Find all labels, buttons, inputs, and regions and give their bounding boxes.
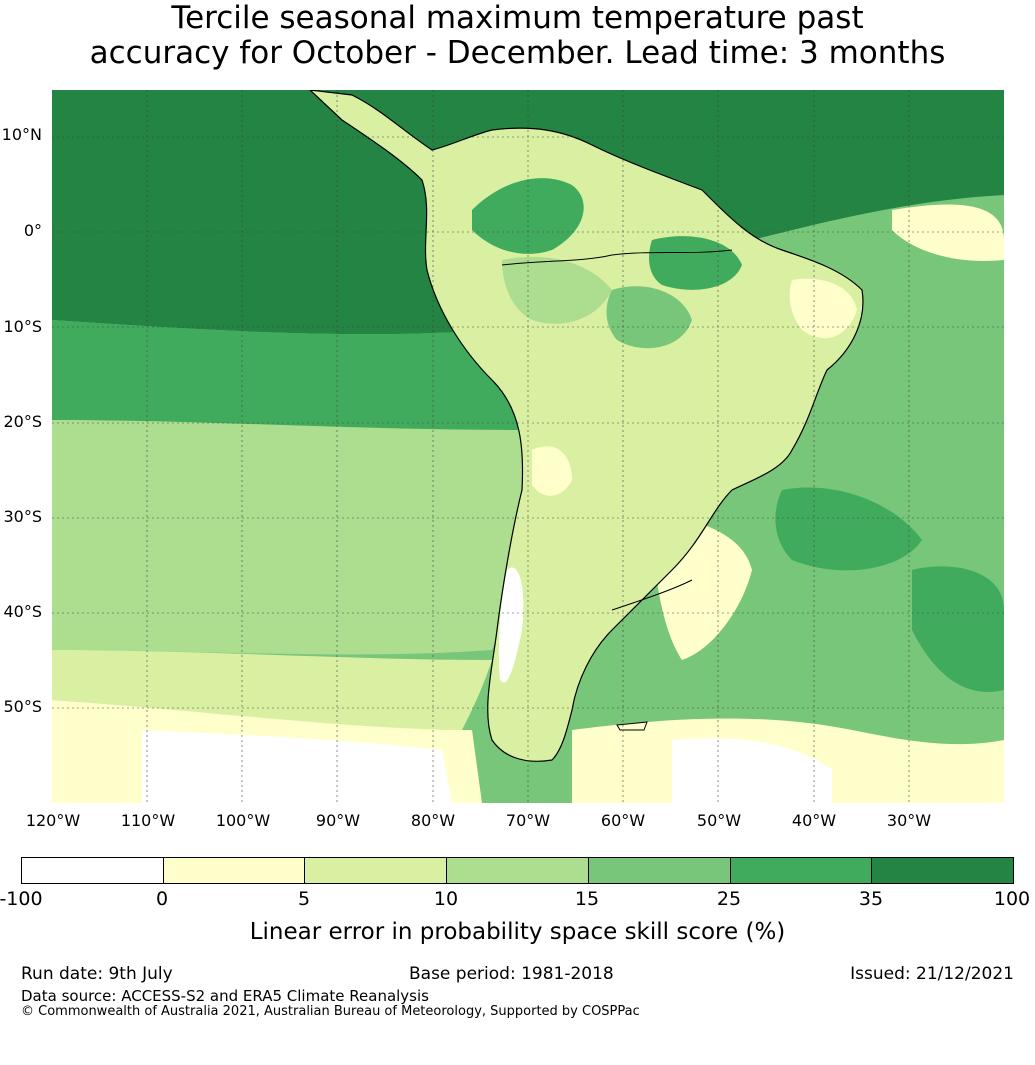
lon-label-100w: 100°W: [215, 811, 271, 830]
zone-south-atlantic-high: [775, 487, 922, 571]
zone-northeast-brazil: [789, 278, 857, 339]
colorbar-tick-5: 5: [297, 888, 311, 910]
colorbar-segment-5-10: [305, 858, 448, 883]
colorbar-tick-0: 0: [155, 888, 169, 910]
colorbar-segment-25-35: [730, 858, 873, 883]
colorbar-segment-neg100-0: [22, 858, 164, 883]
lon-label-30w: 30°W: [886, 811, 932, 830]
zone-tropical-pacific: [52, 320, 522, 430]
lon-label-110w: 110°W: [120, 811, 176, 830]
zone-south-atlantic-east: [912, 566, 1004, 692]
lon-label-40w: 40°W: [791, 811, 837, 830]
coastline: [309, 90, 864, 762]
colorbar-segment-0-5: [163, 858, 306, 883]
map-title-line-2: accuracy for October - December. Lead ti…: [89, 35, 946, 71]
zone-altiplano: [532, 446, 572, 496]
zone-amazon-east: [649, 236, 742, 290]
lon-label-80w: 80°W: [410, 811, 456, 830]
lon-label-70w: 70°W: [505, 811, 551, 830]
colorbar-tick-25: 25: [716, 888, 742, 910]
colorbar: [21, 857, 1014, 884]
lon-label-90w: 90°W: [315, 811, 361, 830]
colorbar-tick-100: 100: [993, 888, 1031, 910]
lon-label-60w: 60°W: [600, 811, 646, 830]
colorbar-tick-35: 35: [858, 888, 884, 910]
run-date: Run date: 9th July: [21, 964, 173, 984]
colorbar-segment-10-15: [447, 858, 589, 883]
skill-score-map: [52, 90, 1004, 803]
colorbar-segment-35-100: [872, 858, 1014, 883]
zone-equatorial-atlantic: [892, 204, 1004, 261]
lat-label-20s: 20°S: [3, 412, 42, 431]
lat-label-50s: 50°S: [3, 697, 42, 716]
colorbar-segment-15-25: [588, 858, 731, 883]
zone-southeast-pacific: [52, 420, 526, 655]
base-period: Base period: 1981-2018: [409, 964, 614, 984]
lat-label-10n: 10°N: [1, 125, 42, 144]
zone-central-brazil: [606, 286, 692, 349]
falkland-islands: [616, 721, 648, 731]
amazon-river: [501, 249, 733, 266]
graticule: [52, 90, 1004, 803]
colorbar-tick-10: 10: [433, 888, 459, 910]
zone-drake-passage: [672, 738, 832, 803]
lat-label-10s: 10°S: [3, 317, 42, 336]
lon-label-120w: 120°W: [25, 811, 81, 830]
colorbar-label: Linear error in probability space skill …: [249, 919, 786, 945]
map-title-line-1: Tercile seasonal maximum temperature pas…: [171, 0, 864, 36]
colorbar-tick-15: 15: [574, 888, 600, 910]
issued-date: Issued: 21/12/2021: [850, 964, 1014, 984]
zone-south-pacific: [52, 650, 492, 730]
zone-amazon-central: [502, 256, 612, 324]
colorbar-tick-neg100: -100: [0, 888, 43, 910]
lat-label-0: 0°: [23, 221, 42, 240]
zone-southern-andes: [498, 567, 524, 683]
lat-label-30s: 30°S: [3, 507, 42, 526]
zone-southern-ocean-negative: [142, 730, 452, 803]
copyright-notice: © Commonwealth of Australia 2021, Austra…: [21, 1004, 640, 1019]
data-source: Data source: ACCESS-S2 and ERA5 Climate …: [21, 987, 429, 1005]
map-canvas: [52, 90, 1004, 803]
lon-label-50w: 50°W: [696, 811, 742, 830]
rio-de-la-plata: [611, 579, 693, 611]
lat-label-40s: 40°S: [3, 602, 42, 621]
